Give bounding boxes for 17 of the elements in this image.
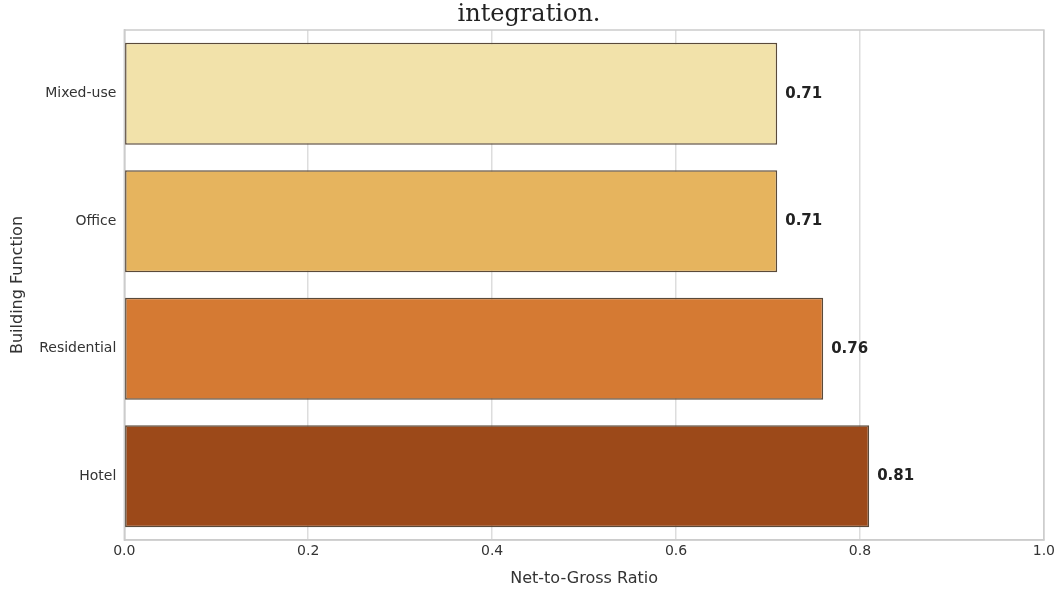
y-tick-label: Office [75,211,117,228]
y-tick-label: Residential [39,339,117,356]
y-axis-title: Building Function [6,215,26,355]
x-tick-label: 0.4 [481,542,504,559]
chart-title: integration. [456,0,602,27]
x-tick-label: 1.0 [1032,542,1055,559]
data-label: 0.71 [785,83,823,102]
x-tick-label: 0.8 [848,542,872,559]
x-tick-label: 0.6 [664,542,688,559]
data-label: 0.76 [831,338,869,357]
x-axis-title: Net-to-Gross Ratio [510,567,659,587]
x-tick-label: 0.0 [113,542,136,559]
x-tick-label: 0.2 [297,542,320,559]
y-tick-label: Hotel [79,466,117,483]
y-tick-label: Mixed-use [45,84,117,101]
data-label: 0.71 [785,211,823,230]
data-label: 0.81 [877,466,915,485]
